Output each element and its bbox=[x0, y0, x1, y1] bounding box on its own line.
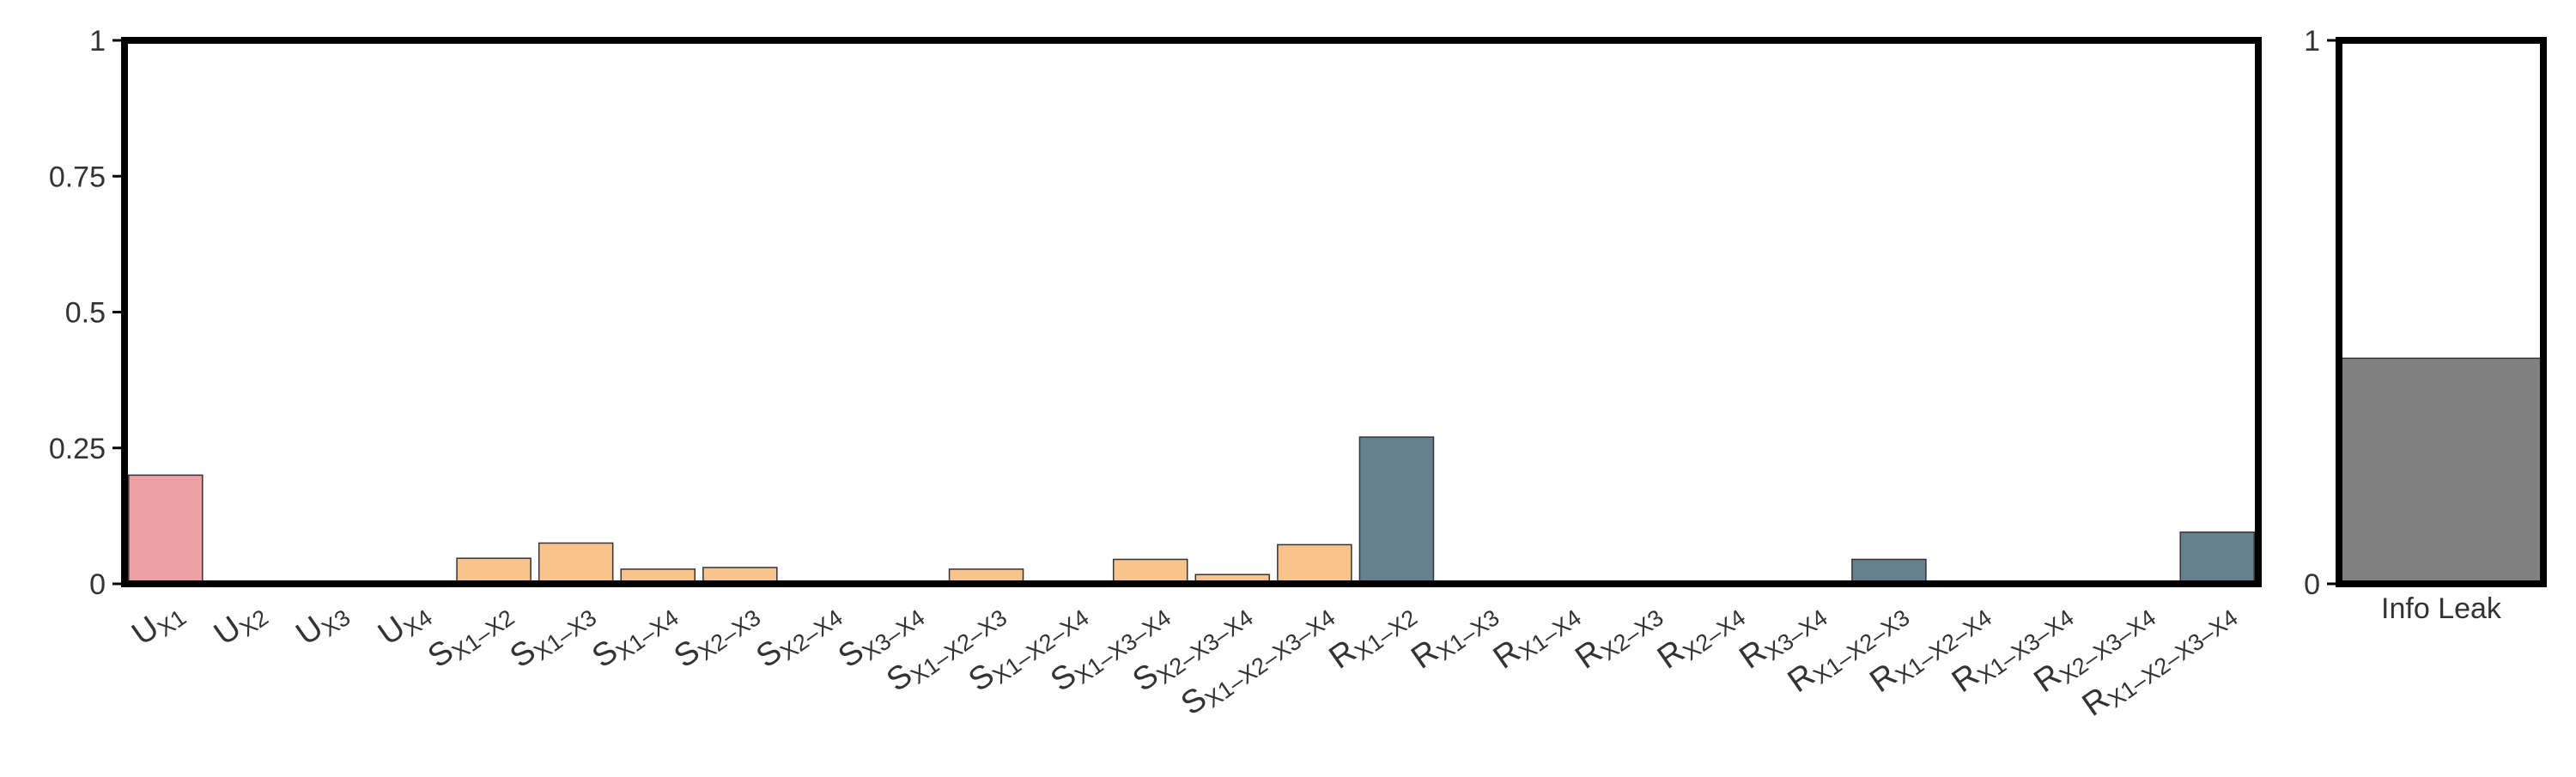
bar-u-x1 bbox=[128, 474, 204, 585]
category-label: RX2–X3 bbox=[1569, 593, 1668, 679]
y-tick-label: 1 bbox=[89, 25, 106, 58]
category-label: UX3 bbox=[289, 593, 355, 655]
bar-r-x1-x2-x3 bbox=[1851, 558, 1927, 585]
category-label: RX1–X4 bbox=[1487, 593, 1586, 679]
category-label: SX1–X2 bbox=[422, 593, 519, 678]
category-label: SX1–X4 bbox=[586, 593, 683, 678]
bar-s-x1-x2 bbox=[456, 557, 532, 585]
y-tick-label: 0 bbox=[89, 568, 106, 601]
bar-r-x1-x2 bbox=[1358, 436, 1435, 585]
info-leak-y-tick-label: 1 bbox=[2304, 25, 2320, 58]
info-leak-plot-frame bbox=[2336, 37, 2547, 587]
y-tick-label: 0.75 bbox=[49, 161, 106, 193]
category-label: RX1–X3 bbox=[1405, 593, 1504, 679]
info-leak-y-tick-label: 0 bbox=[2304, 568, 2320, 601]
y-tick-label: 0.25 bbox=[49, 433, 106, 465]
category-label: RX2–X4 bbox=[1651, 593, 1750, 679]
category-label: SX2–X4 bbox=[750, 593, 848, 678]
category-label: UX2 bbox=[208, 593, 273, 655]
category-label: UX1 bbox=[125, 593, 191, 655]
bar-s-x1-x2-x3-x4 bbox=[1277, 543, 1352, 585]
y-tick-label: 0.5 bbox=[65, 297, 106, 330]
bar-s-x1-x3-x4 bbox=[1112, 558, 1188, 585]
category-label: RX1–X2 bbox=[1323, 593, 1422, 679]
bar-s-x1-x3 bbox=[538, 542, 614, 585]
category-label: SX2–X3 bbox=[668, 593, 766, 678]
bar-info-leak bbox=[2338, 357, 2544, 585]
category-label: SX1–X3 bbox=[504, 593, 602, 678]
bar-r-x1-x2-x3-x4 bbox=[2179, 531, 2255, 585]
info-leak-category-label: Info Leak bbox=[2381, 592, 2502, 625]
info-leak-bar-chart: 0 1 Info Leak bbox=[2304, 25, 2547, 625]
main-plot-frame bbox=[121, 37, 2262, 587]
